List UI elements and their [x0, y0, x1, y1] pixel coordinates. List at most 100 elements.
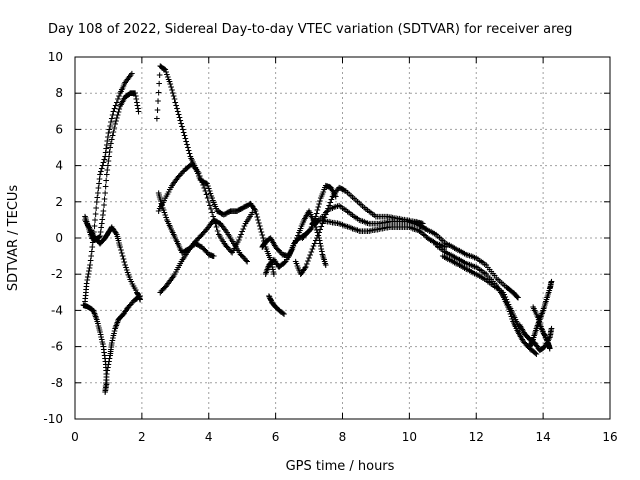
data-point: +	[496, 286, 504, 296]
data-point: +	[238, 251, 246, 261]
data-point: +	[539, 327, 547, 337]
data-point: +	[316, 239, 324, 249]
data-point: +	[488, 267, 496, 277]
data-point: +	[119, 84, 127, 94]
data-point: +	[216, 208, 224, 218]
data-point: +	[86, 225, 94, 235]
data-point: +	[105, 358, 113, 368]
data-point: +	[432, 230, 440, 240]
data-point: +	[118, 99, 126, 109]
data-point: +	[107, 118, 115, 128]
data-point: +	[169, 229, 177, 239]
data-point: +	[444, 240, 452, 250]
data-point: +	[173, 238, 181, 248]
data-point: +	[170, 92, 178, 102]
data-point: +	[110, 332, 118, 342]
data-point: +	[317, 242, 325, 252]
data-point: +	[102, 149, 110, 159]
data-point: +	[432, 241, 440, 251]
data-point: +	[89, 243, 97, 253]
data-point: +	[543, 337, 551, 347]
data-point: +	[123, 266, 131, 276]
data-point: +	[532, 349, 540, 359]
data-point: +	[308, 248, 316, 258]
data-point: +	[95, 180, 103, 190]
data-point: +	[164, 280, 172, 290]
data-point: +	[210, 198, 218, 208]
data-point: +	[105, 153, 113, 163]
data-point: +	[294, 235, 302, 245]
data-point: +	[330, 203, 338, 213]
data-point: +	[354, 226, 362, 236]
data-point: +	[102, 385, 110, 395]
data-point: +	[107, 224, 115, 234]
data-point: +	[304, 208, 312, 218]
data-point: +	[362, 205, 370, 215]
data-point: +	[309, 219, 317, 229]
data-point: +	[182, 250, 190, 260]
data-point: +	[451, 253, 459, 263]
data-point: +	[335, 183, 343, 193]
data-point: +	[105, 361, 113, 371]
data-point: +	[483, 270, 491, 280]
data-point: +	[231, 241, 239, 251]
data-point: +	[280, 259, 288, 269]
data-point: +	[543, 335, 551, 345]
data-point: +	[276, 306, 284, 316]
data-point: +	[174, 264, 182, 274]
data-point: +	[318, 192, 326, 202]
data-point: +	[207, 251, 215, 261]
data-point: +	[314, 206, 322, 216]
data-point: +	[134, 104, 142, 114]
data-point: +	[544, 339, 552, 349]
data-point: +	[184, 163, 192, 173]
data-point: +	[162, 213, 170, 223]
data-point: +	[107, 225, 115, 235]
data-point: +	[498, 278, 506, 288]
data-point: +	[202, 247, 210, 257]
data-point: +	[329, 192, 337, 202]
data-point: +	[545, 343, 553, 353]
data-point: +	[81, 297, 89, 307]
data-point: +	[83, 219, 91, 229]
data-point: +	[297, 233, 305, 243]
data-point: +	[274, 262, 282, 272]
data-point: +	[311, 239, 319, 249]
data-point: +	[324, 204, 332, 214]
data-point: +	[102, 385, 110, 395]
data-point: +	[197, 175, 205, 185]
data-point: +	[306, 226, 314, 236]
data-point: +	[533, 323, 541, 333]
data-point: +	[209, 252, 217, 262]
data-point: +	[262, 238, 270, 248]
data-point: +	[180, 247, 188, 257]
data-point: +	[291, 239, 299, 249]
data-point: +	[540, 331, 548, 341]
data-point: +	[223, 242, 231, 252]
data-point: +	[116, 241, 124, 251]
data-point: +	[95, 324, 103, 334]
data-point: +	[100, 207, 108, 217]
data-point: +	[344, 188, 352, 198]
data-point: +	[296, 233, 304, 243]
data-point: +	[132, 92, 140, 102]
data-point: +	[347, 224, 355, 234]
data-point: +	[469, 262, 477, 272]
series-arc-17: ++++++++++++++++++++++++++++++++++++++++…	[432, 241, 540, 360]
data-point: +	[258, 228, 266, 238]
data-point: +	[188, 160, 196, 170]
data-point: +	[105, 129, 113, 139]
data-point: +	[196, 174, 204, 184]
data-point: +	[459, 248, 467, 258]
data-point: +	[168, 86, 176, 96]
data-point: +	[184, 245, 192, 255]
data-point: +	[427, 236, 435, 246]
data-point: +	[332, 192, 340, 202]
data-point: +	[535, 345, 543, 355]
data-point: +	[218, 209, 226, 219]
data-point: +	[233, 207, 241, 217]
data-point: +	[449, 243, 457, 253]
data-point: +	[102, 376, 110, 386]
data-point: +	[274, 305, 282, 315]
data-point: +	[204, 182, 212, 192]
